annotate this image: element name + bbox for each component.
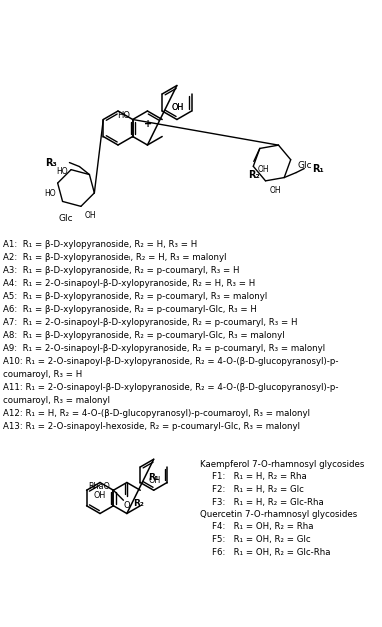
Text: F2:   R₁ = H, R₂ = Glc: F2: R₁ = H, R₂ = Glc [212,485,304,494]
Text: Glc: Glc [59,214,73,223]
Text: F4:   R₁ = OH, R₂ = Rha: F4: R₁ = OH, R₂ = Rha [212,522,314,532]
Text: Kaempferol 7-O-rhamnosyl glycosides: Kaempferol 7-O-rhamnosyl glycosides [200,460,364,469]
Text: Glc: Glc [298,161,312,169]
Text: HO: HO [117,111,130,120]
Text: A7:  R₁ = 2-O-sinapoyl-β-D-xylopyranoside, R₂ = p-coumaryl, R₃ = H: A7: R₁ = 2-O-sinapoyl-β-D-xylopyranoside… [3,318,298,327]
Text: coumaroyl, R₃ = malonyl: coumaroyl, R₃ = malonyl [3,396,110,405]
Text: OH: OH [171,102,183,112]
Text: HO: HO [44,189,56,198]
Text: F5:   R₁ = OH, R₂ = Glc: F5: R₁ = OH, R₂ = Glc [212,535,311,544]
Text: A3:  R₁ = β-D-xylopyranoside, R₂ = p-coumaryl, R₃ = H: A3: R₁ = β-D-xylopyranoside, R₂ = p-coum… [3,266,240,275]
Text: RhaO: RhaO [89,482,110,491]
Text: F3:   R₁ = H, R₂ = Glc-Rha: F3: R₁ = H, R₂ = Glc-Rha [212,497,324,507]
Text: Quercetin 7-O-rhamnosyl glycosides: Quercetin 7-O-rhamnosyl glycosides [200,510,357,519]
Text: HO: HO [57,167,68,176]
Text: A9:  R₁ = 2-O-sinapoyl-β-D-xylopyranoside, R₂ = p-coumaryl, R₃ = malonyl: A9: R₁ = 2-O-sinapoyl-β-D-xylopyranoside… [3,344,325,353]
Text: A4:  R₁ = 2-O-sinapoyl-β-D-xylopyranoside, R₂ = H, R₃ = H: A4: R₁ = 2-O-sinapoyl-β-D-xylopyranoside… [3,279,255,288]
Text: A2:  R₁ = β-D-xylopyranosideₗ, R₂ = H, R₃ = malonyl: A2: R₁ = β-D-xylopyranosideₗ, R₂ = H, R₃… [3,253,227,262]
Text: F1:   R₁ = H, R₂ = Rha: F1: R₁ = H, R₂ = Rha [212,473,307,482]
Text: A5:  R₁ = β-D-xylopyranoside, R₂ = p-coumaryl, R₃ = malonyl: A5: R₁ = β-D-xylopyranoside, R₂ = p-coum… [3,292,267,301]
Text: O: O [123,500,130,510]
Text: R₂: R₂ [248,171,260,181]
Text: A8:  R₁ = β-D-xylopyranoside, R₂ = p-coumaryl-Glc, R₃ = malonyl: A8: R₁ = β-D-xylopyranoside, R₂ = p-coum… [3,331,285,340]
Text: OH: OH [148,476,160,485]
Text: R₃: R₃ [45,157,57,167]
Text: OH: OH [85,211,97,220]
Text: OH: OH [172,102,184,112]
Text: A11: R₁ = 2-O-sinapoyl-β-D-xylopyranoside, R₂ = 4-O-(β-D-glucopyranosyl)-p-: A11: R₁ = 2-O-sinapoyl-β-D-xylopyranosid… [3,383,338,392]
Text: R₁: R₁ [312,164,324,174]
Text: A1:  R₁ = β-D-xylopyranoside, R₂ = H, R₃ = H: A1: R₁ = β-D-xylopyranoside, R₂ = H, R₃ … [3,240,197,249]
Text: F6:   R₁ = OH, R₂ = Glc-Rha: F6: R₁ = OH, R₂ = Glc-Rha [212,547,330,557]
Text: OH: OH [94,490,106,500]
Text: R₁: R₁ [148,473,159,482]
Text: coumaroyl, R₃ = H: coumaroyl, R₃ = H [3,370,82,379]
Text: OH: OH [257,165,269,174]
Text: R₂: R₂ [133,498,144,508]
Text: +: + [144,119,152,129]
Text: A12: R₁ = H, R₂ = 4-O-(β-D-glucopyranosyl)-p-coumaroyl, R₃ = malonyl: A12: R₁ = H, R₂ = 4-O-(β-D-glucopyranosy… [3,409,310,418]
Text: A6:  R₁ = β-D-xylopyranoside, R₂ = p-coumaryl-Glc, R₃ = H: A6: R₁ = β-D-xylopyranoside, R₂ = p-coum… [3,305,257,314]
Text: A10: R₁ = 2-O-sinapoyl-β-D-xylopyranoside, R₂ = 4-O-(β-D-glucopyranosyl)-p-: A10: R₁ = 2-O-sinapoyl-β-D-xylopyranosid… [3,357,338,366]
Text: OH: OH [270,186,281,195]
Text: A13: R₁ = 2-O-sinapoyl-hexoside, R₂ = p-coumaryl-Glc, R₃ = malonyl: A13: R₁ = 2-O-sinapoyl-hexoside, R₂ = p-… [3,422,300,431]
